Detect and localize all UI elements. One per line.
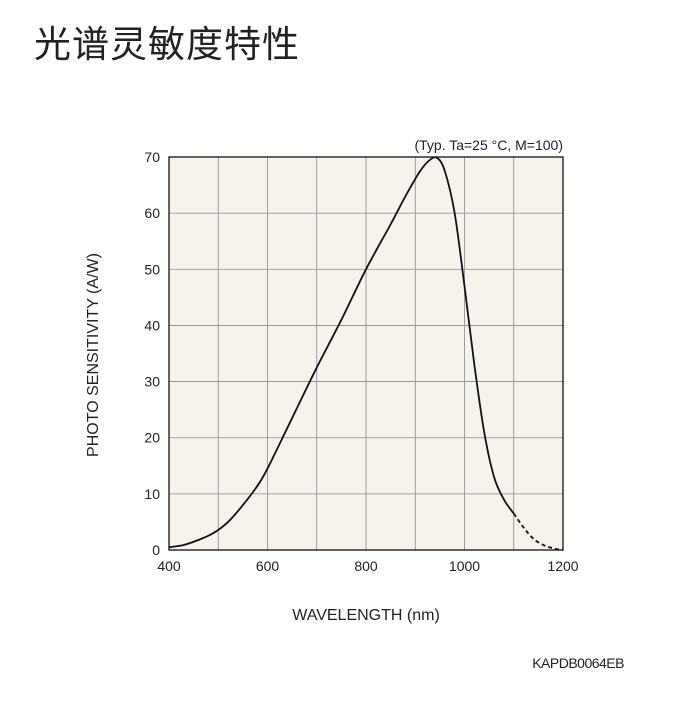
- y-axis-title: PHOTO SENSITIVITY (A/W): [85, 253, 102, 457]
- figure-code: KAPDB0064EB: [532, 655, 624, 671]
- y-tick-label: 10: [144, 486, 160, 502]
- sensitivity-curve-dashed: [513, 512, 564, 551]
- x-tick-label: 400: [157, 558, 181, 574]
- page-title: 光谱灵敏度特性: [34, 23, 300, 66]
- conditions-label: (Typ. Ta=25 °C, M=100): [414, 137, 563, 153]
- sensitivity-curve: [168, 156, 515, 549]
- y-tick-label: 60: [144, 205, 160, 221]
- y-tick-label: 70: [144, 149, 160, 165]
- tick-labels: 400 600 800 1000 1200 0 10 20 30 40 50 60 70: [144, 149, 578, 574]
- x-tick-label: 600: [256, 558, 280, 574]
- plot-frame: [168, 156, 564, 551]
- y-tick-label: 40: [144, 317, 160, 333]
- y-tick-label: 30: [144, 374, 160, 390]
- y-tick-label: 20: [144, 430, 160, 446]
- y-tick-label: 50: [144, 261, 160, 277]
- x-tick-label: 800: [354, 558, 378, 574]
- series-layer: [168, 156, 564, 551]
- x-tick-label: 1000: [449, 558, 480, 574]
- x-axis-title: WAVELENGTH (nm): [292, 607, 440, 624]
- y-tick-label: 0: [152, 542, 160, 558]
- x-tick-label: 1200: [547, 558, 578, 574]
